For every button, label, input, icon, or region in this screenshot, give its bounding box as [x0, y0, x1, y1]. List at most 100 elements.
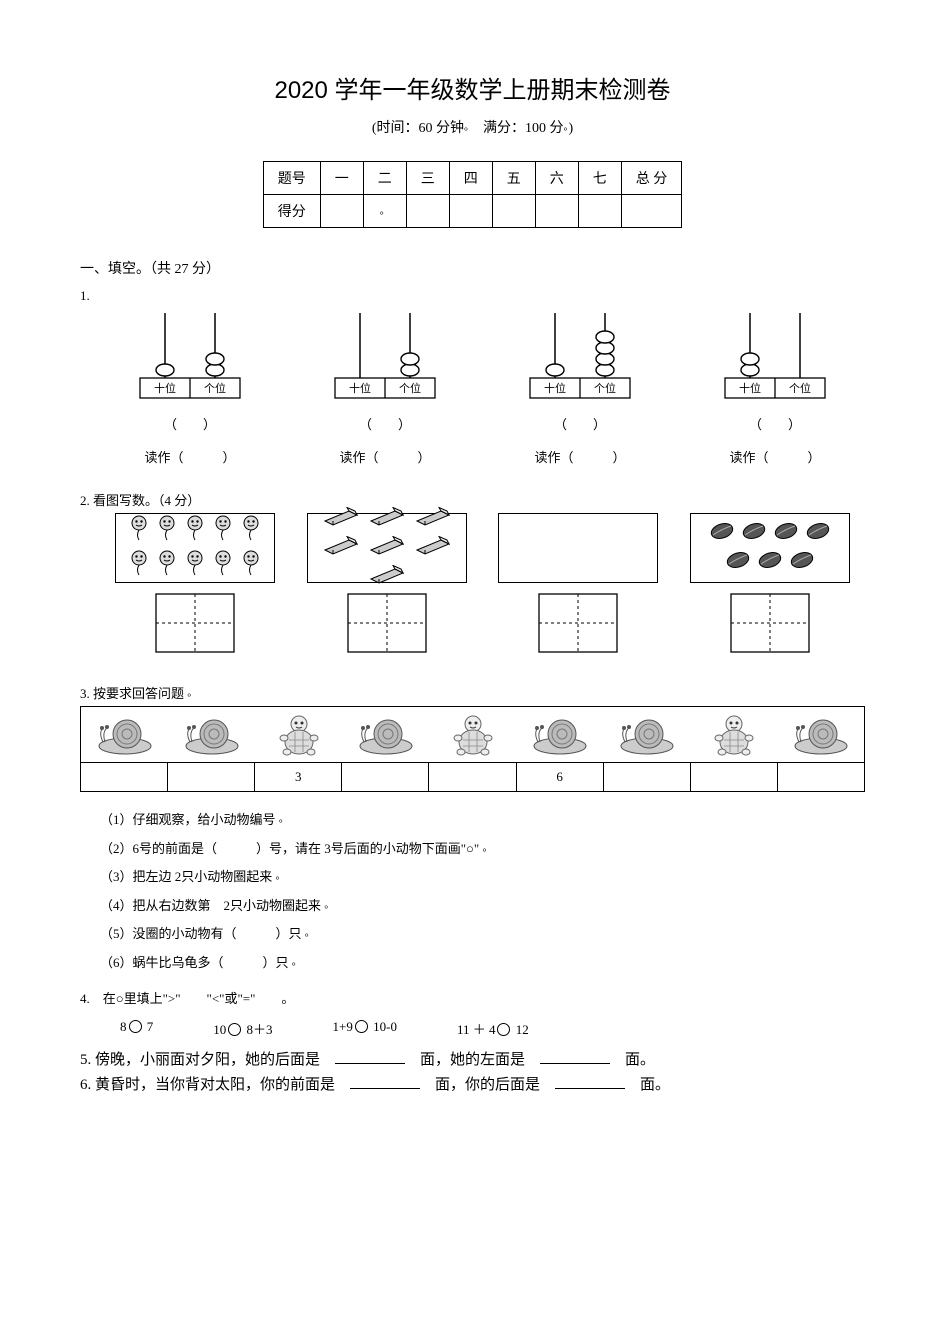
leaf-icon [741, 521, 767, 546]
table-row: 题号 一 二 三 四 五 六 七 总 分 [263, 162, 682, 195]
balloon-icon [184, 550, 206, 581]
number-cell[interactable] [429, 763, 516, 791]
q2-count-row [80, 513, 865, 653]
abacus-read-blank[interactable]: 读作（ ） [144, 447, 235, 466]
dot-icon: 。 [276, 871, 286, 882]
abacus-number-blank[interactable]: （ ） [554, 414, 606, 433]
dot-icon: 。 [187, 688, 197, 699]
fill-blank[interactable] [540, 1050, 610, 1064]
snail-icon [777, 707, 864, 762]
q3-label-text: 3. 按要求回答问题 [80, 686, 184, 701]
snail-icon [81, 707, 168, 762]
eraser-icon [413, 507, 453, 532]
cell[interactable] [320, 195, 363, 228]
cell: 三 [406, 162, 449, 195]
fill-blank[interactable] [350, 1075, 420, 1089]
q4-item[interactable]: 10 8＋3 [213, 1019, 272, 1038]
eraser-icon [367, 536, 407, 561]
q4-item[interactable]: 11 ＋ 4 12 [457, 1019, 529, 1038]
number-cell[interactable] [604, 763, 691, 791]
q4-item[interactable]: 8 7 [120, 1019, 153, 1038]
abacus-number-blank[interactable]: （ ） [359, 414, 411, 433]
count-box [307, 513, 467, 583]
number-cell[interactable] [168, 763, 255, 791]
eraser-icon [367, 507, 407, 532]
q2-label: 2. 看图写数。（4 分） [80, 490, 865, 509]
eraser-icon [367, 565, 407, 590]
balloon-icon [128, 550, 150, 581]
circle-blank-icon[interactable] [228, 1023, 241, 1036]
q3-sub-item: （5）没圈的小动物有（ ）只 。 [100, 920, 865, 949]
cell[interactable]: 。 [363, 195, 406, 228]
abacus-unit: 十位 个位 （ ） 读作（ ） [695, 308, 855, 466]
abacus-read-blank[interactable]: 读作（ ） [729, 447, 820, 466]
number-cell[interactable]: 3 [255, 763, 342, 791]
cell[interactable] [449, 195, 492, 228]
subtitle-time: 60 分钟 [419, 121, 465, 136]
q3-sub-item: （4）把从右边数第 2只小动物圈起来 。 [100, 892, 865, 921]
q4-item[interactable]: 1+9 10-0 [333, 1019, 397, 1038]
circle-blank-icon[interactable] [129, 1020, 142, 1033]
fill-blank[interactable] [555, 1075, 625, 1089]
leaf-icon [773, 521, 799, 546]
subtitle-mid: 满分： [469, 121, 525, 136]
count-box [690, 513, 850, 583]
circle-blank-icon[interactable] [497, 1023, 510, 1036]
exam-title: 2020 学年一年级数学上册期末检测卷 [80, 70, 865, 105]
cell: 四 [449, 162, 492, 195]
svg-text:十位: 十位 [544, 381, 566, 395]
cell: 二 [363, 162, 406, 195]
number-cell[interactable] [81, 763, 168, 791]
cell[interactable] [578, 195, 621, 228]
q6-text: 6. 黄昏时，当你背对太阳，你的前面是 面，你的后面是 面。 [80, 1073, 865, 1094]
q3-sub-item: （1）仔细观察，给小动物编号 。 [100, 806, 865, 835]
q4-items: 8 7 10 8＋3 1+9 10-0 11 ＋ 4 12 [120, 1019, 865, 1038]
score-table: 题号 一 二 三 四 五 六 七 总 分 得分 。 [263, 161, 683, 228]
eraser-icon [413, 536, 453, 561]
q1-abacus-row: 十位 个位 （ ）读作（ ） 十位 个位 （ ）读作（ ） 十位 个位 （ ）读… [80, 308, 865, 466]
count-box [115, 513, 275, 583]
q1-label: 1. [80, 288, 865, 304]
number-cell[interactable] [342, 763, 429, 791]
number-cell[interactable]: 6 [517, 763, 604, 791]
svg-text:个位: 个位 [789, 381, 811, 395]
svg-text:十位: 十位 [154, 381, 176, 395]
subtitle-prefix: (时间： [372, 121, 419, 136]
cell[interactable] [621, 195, 682, 228]
turtle-icon [690, 707, 777, 762]
abacus-number-blank[interactable]: （ ） [749, 414, 801, 433]
svg-text:十位: 十位 [739, 381, 761, 395]
abacus-number-blank[interactable]: （ ） [164, 414, 216, 433]
cell: 五 [492, 162, 535, 195]
cell[interactable] [535, 195, 578, 228]
number-cell[interactable] [691, 763, 778, 791]
cell: 得分 [263, 195, 320, 228]
balloon-icon [240, 515, 262, 546]
leaf-icon [789, 550, 815, 575]
leaf-icon [725, 550, 751, 575]
page: 2020 学年一年级数学上册期末检测卷 (时间：60 分钟。 满分：100 分。… [0, 0, 945, 1138]
section-1-heading: 一、填空。（共 27 分） [80, 258, 865, 278]
turtle-icon [429, 707, 516, 762]
abacus-read-blank[interactable]: 读作（ ） [534, 447, 625, 466]
turtle-icon [255, 707, 342, 762]
balloon-icon [212, 515, 234, 546]
exam-subtitle: (时间：60 分钟。 满分：100 分。) [80, 117, 865, 137]
number-cell[interactable] [778, 763, 864, 791]
q3-number-strip: 36 [80, 763, 865, 792]
count-unit [493, 513, 663, 653]
abacus-unit: 十位 个位 （ ）读作（ ） [500, 308, 660, 466]
snail-icon [342, 707, 429, 762]
balloon-icon [184, 515, 206, 546]
circle-blank-icon[interactable] [355, 1020, 368, 1033]
dot-icon: 。 [482, 843, 492, 854]
q3-sub-list: （1）仔细观察，给小动物编号 。（2）6号的前面是（ ）号，请在 3号后面的小动… [100, 806, 865, 978]
q3-sub-item: （2）6号的前面是（ ）号，请在 3号后面的小动物下面画"○" 。 [100, 835, 865, 864]
fill-blank[interactable] [335, 1050, 405, 1064]
snail-icon [168, 707, 255, 762]
dot-icon: 。 [279, 814, 289, 825]
cell[interactable] [406, 195, 449, 228]
q3-sub-item: （3）把左边 2只小动物圈起来 。 [100, 863, 865, 892]
abacus-read-blank[interactable]: 读作（ ） [339, 447, 430, 466]
cell[interactable] [492, 195, 535, 228]
